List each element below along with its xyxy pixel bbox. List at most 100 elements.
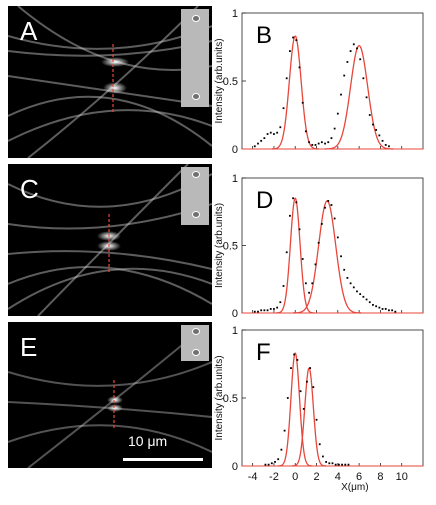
panel-label-a: A — [20, 16, 38, 46]
data-point — [269, 308, 272, 310]
data-point — [293, 353, 296, 356]
fit-curve-1 — [278, 352, 313, 467]
y-tick-label: 0.5 — [223, 76, 238, 88]
data-point — [277, 458, 280, 461]
scale-bar-label: 10 μm — [128, 433, 168, 449]
data-point — [381, 308, 384, 310]
data-point — [267, 463, 270, 466]
data-point — [260, 309, 263, 312]
data-point — [352, 43, 355, 46]
data-point — [311, 282, 314, 285]
data-point — [279, 301, 282, 304]
data-point — [308, 141, 310, 144]
data-point — [378, 306, 381, 309]
data-point — [320, 141, 323, 144]
data-point — [327, 200, 330, 202]
panel-label-e: E — [20, 332, 38, 362]
data-point — [340, 93, 342, 96]
data-point — [328, 462, 331, 465]
data-point — [289, 50, 291, 52]
inset-dot — [192, 328, 200, 335]
y-tick-label: 0.5 — [223, 393, 238, 405]
data-point — [301, 258, 304, 260]
data-point — [333, 217, 336, 220]
plot-f: 0 0.5 1 -4 -2 0 2 4 6 8 10 X(μm) Intensity (arb.unit… — [214, 325, 424, 493]
data-point — [325, 461, 328, 463]
data-point — [276, 306, 279, 309]
data-point — [356, 290, 358, 293]
data-point — [394, 310, 397, 313]
panel-label-c: C — [20, 174, 39, 204]
data-point — [257, 310, 259, 313]
data-point — [349, 50, 352, 52]
x-tick-label: 0 — [292, 471, 298, 483]
data-point — [317, 142, 320, 145]
data-point — [312, 386, 315, 389]
data-point — [322, 455, 324, 458]
data-point — [292, 36, 295, 39]
data-point — [384, 308, 387, 310]
data-point — [384, 144, 387, 146]
data-point — [289, 214, 291, 217]
y-axis-label: Intensity (arb.units) — [214, 203, 225, 288]
data-point — [314, 263, 317, 266]
data-point — [274, 461, 276, 463]
data-point — [309, 367, 312, 369]
data-point — [302, 407, 305, 410]
data-point — [298, 66, 301, 69]
data-point — [269, 131, 272, 134]
plot-d: 0 0.5 1 Intensity (arb.units) D — [214, 173, 424, 320]
data-point — [285, 251, 288, 254]
y-tick-label: 1 — [232, 173, 238, 185]
data-point — [343, 268, 346, 271]
inset-e — [181, 325, 209, 361]
data-point — [317, 241, 320, 244]
y-axis-label: Intensity (arb.units) — [214, 38, 225, 123]
data-point — [362, 77, 365, 80]
panel-label-b: B — [256, 22, 272, 49]
data-point — [391, 309, 394, 312]
data-point — [378, 134, 381, 137]
image-panel-c: C — [8, 164, 212, 316]
data-point — [299, 390, 302, 393]
data-point — [327, 141, 330, 144]
data-point — [375, 305, 378, 308]
data-point — [365, 298, 368, 301]
image-panel-a: A — [8, 6, 212, 158]
data-point — [301, 101, 304, 104]
fit-curve-2 — [293, 200, 362, 314]
y-tick-label: 0 — [232, 308, 238, 320]
data-point — [347, 463, 350, 466]
y-tick-label: 0 — [232, 461, 238, 473]
data-point — [381, 139, 384, 142]
data-point — [296, 359, 299, 361]
y-tick-label: 0.5 — [223, 241, 238, 253]
scale-bar — [123, 458, 203, 461]
data-point — [356, 47, 358, 50]
y-axis-label: Intensity (arb.units) — [214, 355, 225, 440]
data-point — [318, 443, 321, 446]
x-tick-label: 2 — [313, 471, 319, 483]
data-point — [295, 39, 298, 42]
data-point — [314, 144, 317, 146]
fit-curve-1 — [276, 197, 315, 314]
data-point — [253, 310, 256, 313]
data-point — [343, 74, 346, 77]
data-point — [295, 201, 298, 204]
data-point — [341, 463, 343, 466]
data-point — [359, 58, 362, 61]
data-point — [266, 133, 269, 135]
data-point — [292, 197, 295, 200]
data-point — [362, 295, 365, 298]
y-tick-label: 1 — [232, 8, 238, 20]
data-point — [279, 126, 282, 129]
data-point — [273, 308, 275, 310]
data-point — [336, 112, 339, 115]
x-tick-label: 10 — [396, 471, 408, 483]
fit-curve-2 — [325, 44, 394, 150]
panel-label-d: D — [256, 187, 273, 214]
x-tick-label: 6 — [356, 471, 362, 483]
data-point — [308, 291, 310, 294]
data-point — [273, 133, 275, 135]
image-panel-e: E — [8, 322, 212, 468]
